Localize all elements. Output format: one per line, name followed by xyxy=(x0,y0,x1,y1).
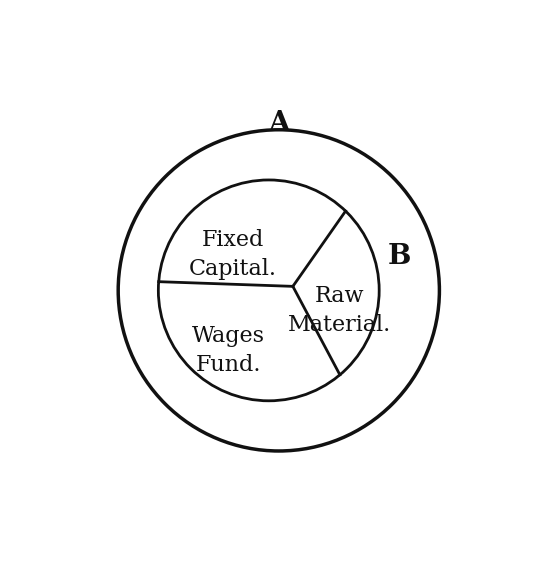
Circle shape xyxy=(158,180,379,401)
Text: Fixed
Capital.: Fixed Capital. xyxy=(189,229,277,279)
Text: B: B xyxy=(387,243,411,270)
Text: A: A xyxy=(268,110,289,137)
Text: Wages
Fund.: Wages Fund. xyxy=(192,325,265,376)
Text: Raw
Material.: Raw Material. xyxy=(287,285,391,336)
Circle shape xyxy=(118,130,440,451)
